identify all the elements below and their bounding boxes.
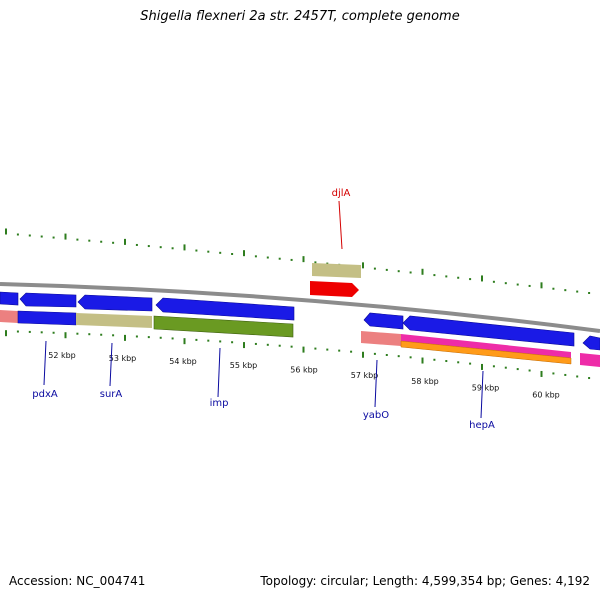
gene-arrow: [77, 294, 153, 312]
feature-bar: [153, 315, 294, 338]
feature-bar: [76, 313, 152, 328]
feature-bar: [580, 353, 600, 367]
gene-arrow: [19, 292, 77, 308]
gene-leader-line: [374, 359, 378, 408]
scale-label: 52 kbp: [48, 351, 76, 360]
gene-labels: pdxA surA imp djlA yabO hepA: [32, 188, 495, 431]
gene-leader-line: [480, 370, 484, 419]
gene-label-yabo: yabO: [363, 410, 389, 421]
gene-arrow: [0, 291, 19, 306]
scale-label: 53 kbp: [109, 354, 137, 363]
gene-label-imp: imp: [210, 398, 229, 409]
gene-label-pdxa: pdxA: [32, 389, 58, 400]
feature-bar: [0, 310, 18, 323]
feature-bar: [17, 310, 77, 326]
gene-label-hepa: hepA: [469, 420, 495, 431]
scale-label: 60 kbp: [532, 391, 560, 400]
gene-label-sura: surA: [100, 389, 123, 400]
gene-leader-line: [338, 200, 343, 250]
scale-label: 59 kbp: [472, 383, 500, 392]
feature-bar: [400, 340, 572, 365]
gene-leader-line: [217, 347, 221, 398]
gene-arrow: [363, 312, 404, 330]
feature-bar: [361, 331, 401, 346]
genome-backbone: [0, 282, 600, 333]
gene-label-djla: djlA: [332, 188, 351, 199]
scale-label: 55 kbp: [230, 361, 258, 370]
gene-leader-line: [43, 340, 47, 386]
scale-label: 58 kbp: [411, 377, 439, 386]
feature-bar: [312, 263, 361, 278]
djla-feature-group: [310, 263, 361, 297]
scale-labels: 52 kbp 53 kbp 54 kbp 55 kbp 56 kbp 57 kbp 58 k…: [48, 351, 560, 399]
scale-label: 57 kbp: [351, 371, 379, 380]
gene-leader-line: [109, 342, 113, 387]
scale-label: 54 kbp: [169, 357, 197, 366]
gene-arrow: [155, 297, 295, 321]
genome-summary: Topology: circular; Length: 4,599,354 bp…: [260, 574, 590, 588]
tick-marks-outer: [5, 228, 591, 295]
feature-bar: [401, 334, 571, 358]
tick-marks-inner: [5, 330, 591, 380]
map-title: Shigella flexneri 2a str. 2457T, complet…: [140, 9, 460, 24]
accession-label: Accession: NC_004741: [9, 574, 146, 588]
gene-arrow: [582, 335, 600, 351]
gene-arrow: [310, 281, 359, 297]
gene-arrow: [402, 315, 575, 347]
scale-label: 56 kbp: [290, 366, 318, 375]
feature-track: [0, 310, 600, 367]
forward-strand-track: [0, 291, 600, 351]
